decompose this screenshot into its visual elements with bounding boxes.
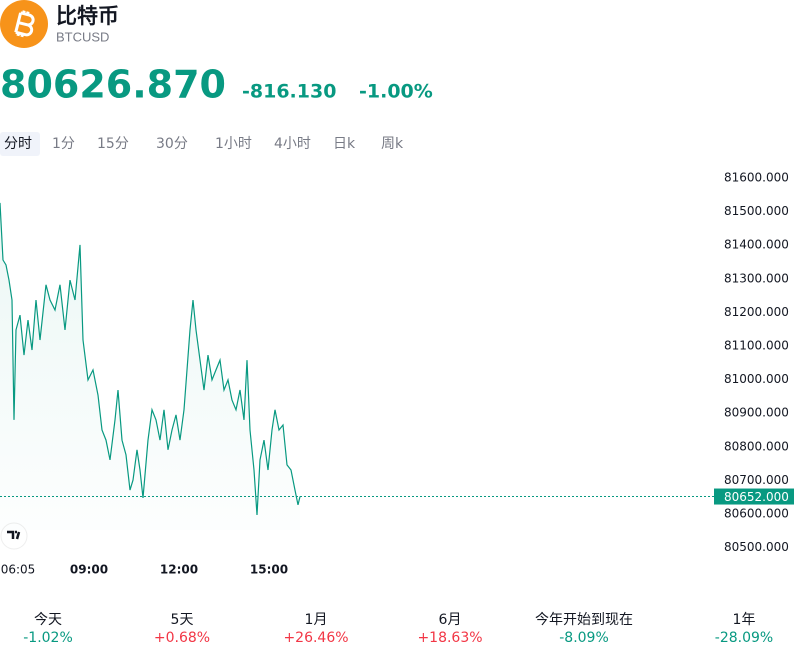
tab-label[interactable]: 1小时	[215, 136, 252, 152]
tab-label[interactable]: 1分	[52, 136, 75, 152]
period-label: 今年开始到现在	[535, 612, 633, 628]
period-label: 1年	[733, 612, 756, 628]
period[interactable]: 今天 -1.02%	[23, 612, 73, 646]
x-tick-label: 06:05	[1, 563, 36, 577]
tab[interactable]: 4小时	[274, 136, 311, 152]
tab[interactable]: 30分	[156, 136, 188, 152]
x-tick-label: 15:00	[250, 563, 288, 577]
period-change: +18.63%	[417, 630, 482, 646]
y-tick-label: 80500.000	[724, 540, 789, 554]
period-change: +26.46%	[283, 630, 348, 646]
y-tick-label: 81200.000	[724, 305, 789, 319]
y-tick-label: 81600.000	[724, 171, 789, 185]
y-tick-label: 81500.000	[724, 204, 789, 218]
tab-label[interactable]: 周k	[381, 136, 404, 152]
price: 80626.870	[0, 63, 226, 107]
period[interactable]: 5天 +0.68%	[154, 612, 210, 646]
x-tick-label: 12:00	[160, 563, 198, 577]
tab-label[interactable]: 分时	[4, 136, 32, 152]
period-label: 今天	[34, 612, 62, 628]
y-tick-label: 81100.000	[724, 339, 789, 353]
tab[interactable]: 15分	[97, 136, 129, 152]
y-tick-label: 80600.000	[724, 507, 789, 521]
period[interactable]: 1年 -28.09%	[715, 612, 773, 646]
tab[interactable]: 1小时	[215, 136, 252, 152]
period-label: 1月	[305, 612, 328, 628]
price-line	[0, 202, 301, 516]
period-label: 5天	[171, 612, 194, 628]
last-price-tag	[714, 488, 794, 505]
price-change: -816.130	[242, 81, 336, 103]
period-change: +0.68%	[154, 630, 210, 646]
period-change: -8.09%	[559, 630, 609, 646]
y-tick-label: 80900.000	[724, 406, 789, 420]
tab-label[interactable]: 30分	[156, 136, 188, 152]
tab-label[interactable]: 4小时	[274, 136, 311, 152]
tab-label[interactable]: 15分	[97, 136, 129, 152]
tab[interactable]: 1分	[52, 136, 75, 152]
tab-label[interactable]: 日k	[333, 136, 356, 152]
x-tick-label: 09:00	[70, 563, 108, 577]
period-label: 6月	[439, 612, 462, 628]
y-tick-label: 81000.000	[724, 372, 789, 386]
asset-symbol: BTCUSD	[56, 29, 109, 44]
asset-name: 比特币	[56, 4, 119, 28]
period[interactable]: 1月 +26.46%	[283, 612, 348, 646]
tab-selected-bg	[0, 132, 40, 156]
y-tick-label: 80700.000	[724, 473, 789, 487]
tab[interactable]: 分时	[0, 132, 40, 156]
tab[interactable]: 日k	[333, 136, 356, 152]
period-change: -28.09%	[715, 630, 773, 646]
y-tick-label: 81400.000	[724, 238, 789, 252]
y-tick-label: 80800.000	[724, 439, 789, 453]
last-price-label: 80652.000	[724, 490, 789, 504]
period[interactable]: 今年开始到现在 -8.09%	[535, 612, 633, 646]
y-tick-label: 81300.000	[724, 271, 789, 285]
area	[0, 202, 300, 530]
period[interactable]: 6月 +18.63%	[417, 612, 482, 646]
period-change: -1.02%	[23, 630, 73, 646]
price-change-percent: -1.00%	[359, 81, 433, 103]
btc-icon	[0, 0, 48, 48]
tab[interactable]: 周k	[381, 136, 404, 152]
